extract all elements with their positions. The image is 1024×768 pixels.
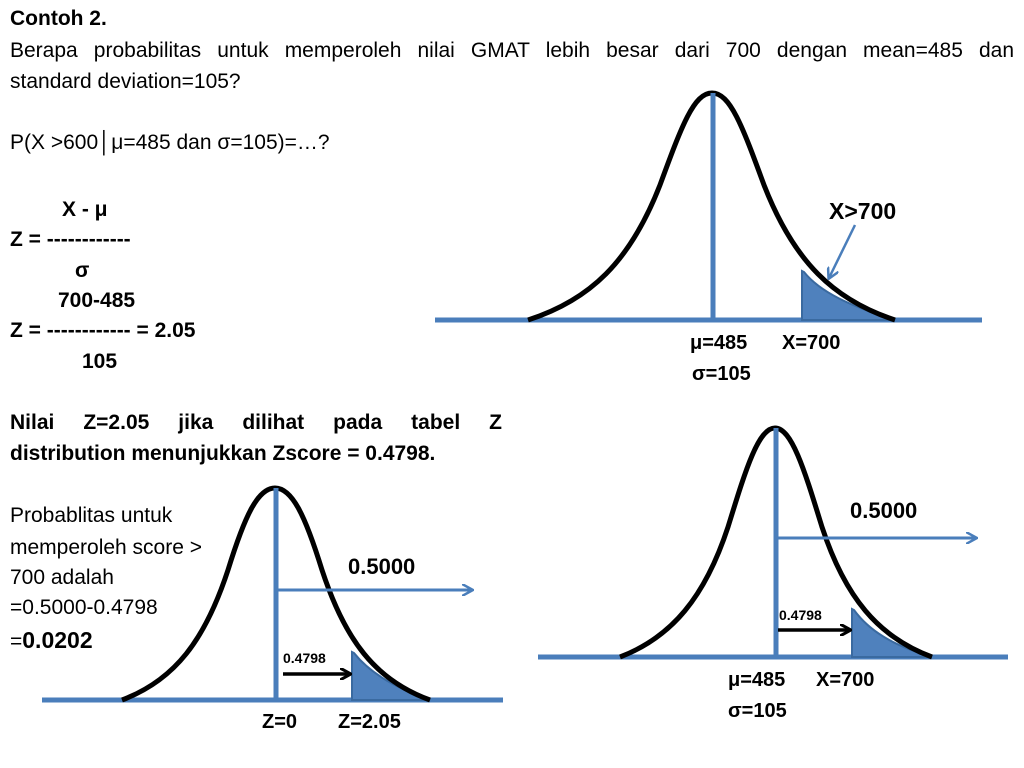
bottom-right-diagram: 0.5000 0.4798 μ=485 X=700 σ=105 bbox=[538, 425, 1008, 722]
top-mu-label: μ=485 bbox=[690, 332, 747, 354]
probability-statement: P(X >600│μ=485 dan σ=105)=…? bbox=[10, 131, 330, 154]
br-mu-label: μ=485 bbox=[728, 669, 785, 691]
top-x-label: X=700 bbox=[782, 332, 840, 354]
nilai-line-1: Nilai Z=2.05 jika dilihat pada tabel Z bbox=[10, 411, 502, 434]
bl-z0-label: Z=0 bbox=[262, 711, 297, 733]
bl-z-label: Z=2.05 bbox=[338, 711, 401, 733]
prob-result-prefix: = bbox=[10, 630, 23, 653]
bottom-left-diagram: 0.5000 0.4798 Z=0 Z=2.05 bbox=[42, 485, 503, 733]
formula-numerator: X - μ bbox=[62, 198, 108, 221]
prob-text-line-5: =0.0202 bbox=[10, 625, 93, 657]
question-line-1: Berapa probabilitas untuk memperoleh nil… bbox=[10, 39, 1014, 62]
bl-area-label: 0.4798 bbox=[283, 650, 326, 666]
prob-text-line-1: Probablitas untuk bbox=[10, 504, 173, 527]
slide-heading: Contoh 2. bbox=[10, 7, 107, 30]
formula-denominator-value: 105 bbox=[82, 350, 118, 373]
prob-text-line-3: 700 adalah bbox=[10, 566, 114, 589]
br-half-label: 0.5000 bbox=[850, 498, 917, 523]
nilai-line-2: distribution menunjukkan Zscore = 0.4798… bbox=[10, 442, 436, 465]
top-sigma-label: σ=105 bbox=[692, 363, 751, 385]
formula-z-line: Z = ------------ bbox=[10, 228, 131, 251]
top-tail-pointer-arrow bbox=[829, 224, 857, 278]
top-diagram: X>700 μ=485 X=700 σ=105 bbox=[435, 90, 982, 385]
br-sigma-label: σ=105 bbox=[728, 700, 787, 722]
formula-numerator-values: 700-485 bbox=[58, 289, 136, 312]
formula-z-result: Z = ------------ = 2.05 bbox=[10, 319, 196, 342]
br-x-label: X=700 bbox=[816, 669, 874, 691]
question-line-2: standard deviation=105? bbox=[10, 70, 241, 93]
bl-half-label: 0.5000 bbox=[348, 554, 415, 579]
top-tail-label: X>700 bbox=[829, 198, 896, 224]
prob-result-value: 0.0202 bbox=[22, 627, 93, 653]
br-area-label: 0.4798 bbox=[779, 607, 822, 623]
formula-denominator: σ bbox=[75, 259, 90, 282]
prob-text-line-2: memperoleh score > bbox=[10, 536, 203, 559]
prob-text-line-4: =0.5000-0.4798 bbox=[10, 596, 158, 619]
